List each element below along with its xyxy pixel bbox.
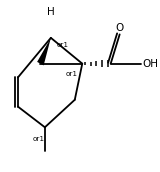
Polygon shape xyxy=(37,38,51,65)
Text: O: O xyxy=(116,23,124,33)
Text: or1: or1 xyxy=(66,71,78,77)
Text: or1: or1 xyxy=(33,136,45,142)
Text: or1: or1 xyxy=(57,42,69,48)
Text: H: H xyxy=(47,7,55,17)
Text: OH: OH xyxy=(143,59,159,69)
